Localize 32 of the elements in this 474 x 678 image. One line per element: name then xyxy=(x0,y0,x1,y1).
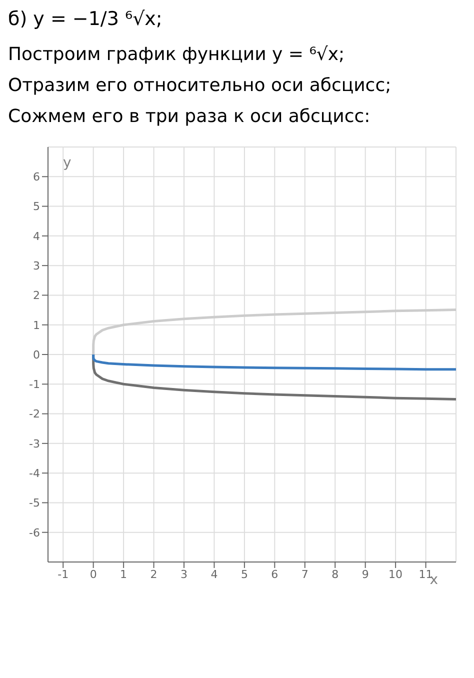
x-tick-label: 3 xyxy=(180,568,188,581)
line-series xyxy=(92,353,456,371)
x-tick-label: 6 xyxy=(271,568,278,581)
y-tick-label: -3 xyxy=(29,437,40,450)
x-tick-label: 5 xyxy=(240,568,248,581)
text: Отразим его относительно оси абсцисс; xyxy=(8,75,392,96)
y-tick-label: 2 xyxy=(33,289,40,302)
line-series xyxy=(92,308,456,356)
y-tick-label: 0 xyxy=(33,348,40,362)
y-tick-label: -1 xyxy=(29,378,40,392)
y-axis-title: y xyxy=(63,154,72,171)
text: Сожмем его в три раза к оси абсцисс: xyxy=(8,106,372,127)
y-tick-label: -5 xyxy=(29,496,40,510)
y-tick-label: 4 xyxy=(33,230,40,243)
x-tick-label: 7 xyxy=(301,568,308,581)
x-tick-label: 1 xyxy=(120,568,128,581)
chart-title: б) y = −1/3 ⁶√x; xyxy=(8,8,164,30)
y-tick-label: 1 xyxy=(33,318,40,332)
x-tick-label: 0 xyxy=(90,568,97,581)
y-tick-label: -2 xyxy=(29,408,40,421)
x-tick-label: 4 xyxy=(210,568,218,581)
x-tick-label: 8 xyxy=(332,568,339,581)
x-tick-label: -1 xyxy=(58,568,69,581)
x-tick-label: 10 xyxy=(388,568,403,581)
x-tick-label: 2 xyxy=(150,568,158,581)
y-tick-label: -6 xyxy=(29,526,40,540)
y-tick-label: 6 xyxy=(33,170,40,184)
y-tick-label: 5 xyxy=(33,200,40,214)
text: Построим график функции y = ⁶√x; xyxy=(8,44,346,65)
x-tick-label: 9 xyxy=(362,568,369,581)
y-tick-label: 3 xyxy=(33,259,40,272)
y-tick-label: -4 xyxy=(29,466,40,480)
